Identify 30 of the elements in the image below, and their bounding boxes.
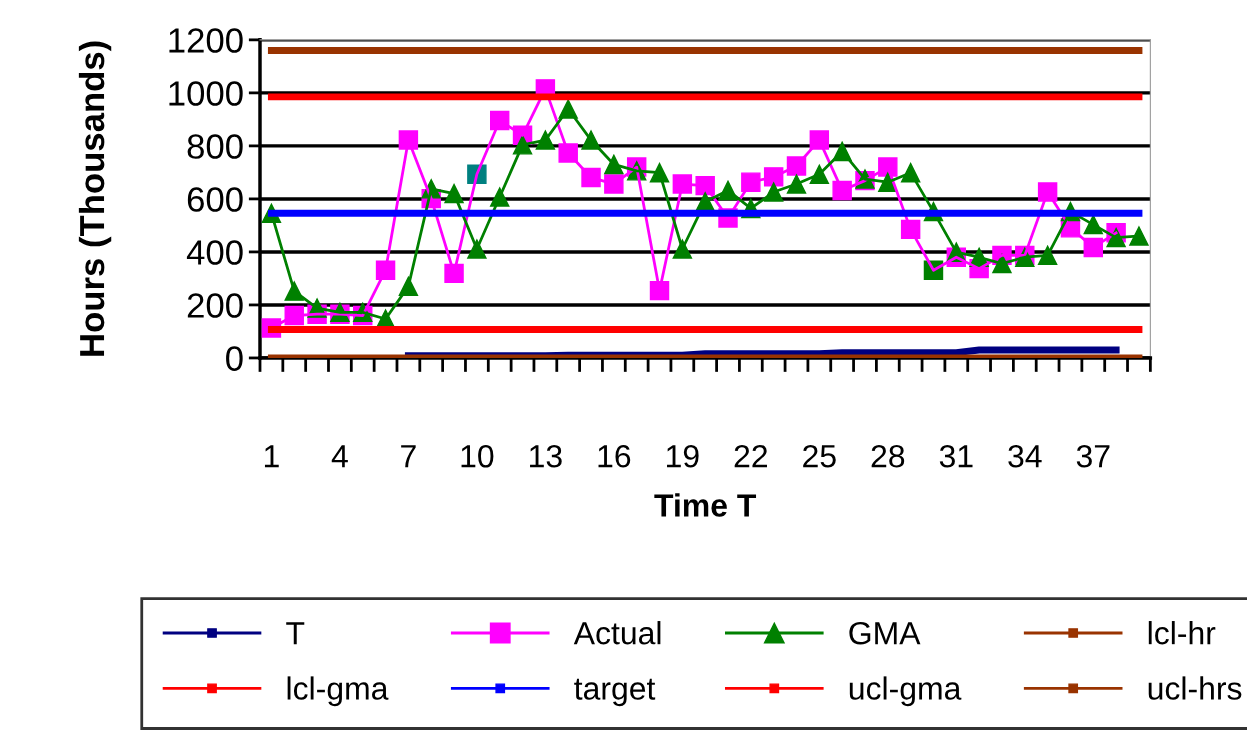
x-tick-label: 7	[401, 445, 416, 468]
y-tick-label: 800	[187, 134, 243, 159]
legend-label: Actual	[573, 621, 661, 645]
y-tick-label: 200	[187, 293, 243, 318]
y-tick-label: 1000	[169, 81, 243, 106]
x-tick-label: 4	[331, 445, 348, 468]
legend-label: GMA	[849, 621, 921, 645]
x-tick-label: 25	[803, 444, 836, 468]
legend-label: T	[286, 622, 305, 645]
legend-label: ucl-gma	[849, 676, 962, 707]
x-tick-label: 31	[939, 444, 973, 468]
y-axis-title: Hours (Thousands)	[78, 41, 112, 356]
x-tick-label: 1	[264, 445, 279, 468]
legend-label: lcl-hr	[1148, 621, 1216, 645]
x-tick-label: 37	[1076, 444, 1110, 468]
legend-label: lcl-gma	[287, 676, 389, 707]
x-axis-title: Time T	[654, 493, 757, 517]
x-tick-label: 19	[667, 444, 699, 468]
y-tick-label: 1200	[169, 28, 243, 53]
x-tick-label: 16	[598, 444, 631, 468]
x-tick-label: 22	[734, 444, 767, 468]
y-tick-label: 400	[186, 240, 243, 265]
x-tick-label: 13	[530, 444, 562, 468]
y-tick-label: 0	[226, 346, 243, 371]
legend-label: ucl-hrs	[1148, 676, 1242, 700]
y-tick-label: 600	[187, 187, 243, 212]
legend-label: target	[574, 678, 656, 707]
x-tick-label: 10	[461, 444, 494, 468]
x-tick-label: 34	[1008, 444, 1042, 468]
x-tick-label: 28	[871, 444, 905, 468]
